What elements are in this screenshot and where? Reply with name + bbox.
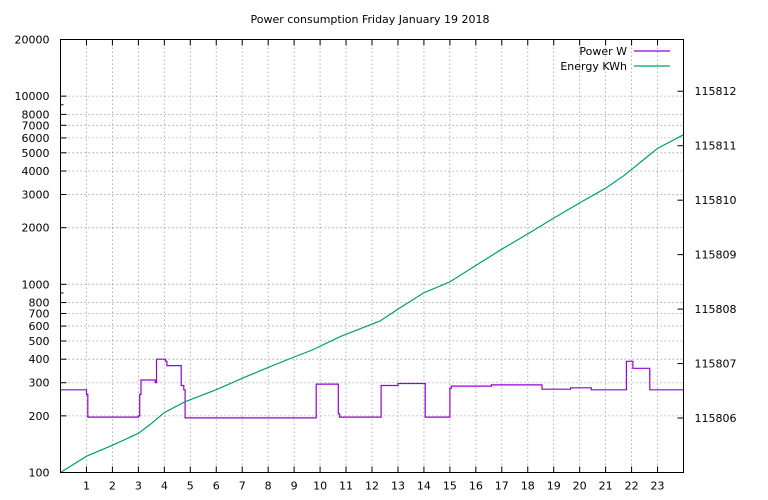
- y-tick-label: 300: [29, 377, 50, 390]
- x-tick-label: 23: [651, 480, 665, 493]
- chart-title: Power consumption Friday January 19 2018: [251, 13, 490, 26]
- y-tick-label: 3000: [22, 189, 50, 202]
- x-tick-label: 16: [469, 480, 483, 493]
- x-tick-label: 4: [161, 480, 168, 493]
- grid-lines: [60, 39, 684, 473]
- y-tick-label: 4000: [22, 165, 50, 178]
- x-tick-label: 18: [521, 480, 535, 493]
- y-tick-label: 5000: [22, 147, 50, 160]
- x-tick-label: 22: [625, 480, 639, 493]
- y-tick-label: 20000: [15, 34, 50, 47]
- legend-label-energy-kwh: Energy KWh: [560, 60, 627, 73]
- x-tick-label: 2: [109, 480, 116, 493]
- y-tick-label: 400: [29, 353, 50, 366]
- x-tick-label: 15: [443, 480, 457, 493]
- x-tick-label: 7: [239, 480, 246, 493]
- y-tick-label: 8000: [22, 108, 50, 121]
- y-tick-label: 800: [29, 297, 50, 310]
- y-tick-label: 500: [29, 335, 50, 348]
- x-tick-label: 1: [83, 480, 90, 493]
- y-tick-label: 100: [29, 467, 50, 480]
- y-tick-label: 10000: [15, 90, 50, 103]
- axis-ticks: [60, 39, 684, 473]
- x-tick-label: 11: [339, 480, 353, 493]
- x-tick-label: 12: [365, 480, 379, 493]
- legend-label-power-w: Power W: [579, 45, 627, 58]
- x-tick-label: 10: [313, 480, 327, 493]
- y-tick-label: 1000: [22, 278, 50, 291]
- y2-tick-label: 115812: [695, 85, 737, 98]
- y-tick-label: 6000: [22, 132, 50, 145]
- x-tick-label: 17: [495, 480, 509, 493]
- x-tick-label: 19: [547, 480, 561, 493]
- power-w-line: [60, 358, 684, 419]
- y-tick-label: 2000: [22, 222, 50, 235]
- x-tick-label: 21: [599, 480, 613, 493]
- x-tick-label: 6: [213, 480, 220, 493]
- series-lines: [60, 134, 684, 474]
- energy-kwh-line: [60, 134, 684, 474]
- x-tick-label: 5: [187, 480, 194, 493]
- legend: Power W Energy KWh: [560, 45, 670, 73]
- x-tick-label: 14: [417, 480, 431, 493]
- axis-labels: 1 2 3 4 5 6 7 8 9 10 11 12 13 14 15 16 17 18 19 20 21 22 23100…: [15, 34, 737, 493]
- x-tick-label: 9: [291, 480, 298, 493]
- y-tick-label: 7000: [22, 119, 50, 132]
- y2-tick-label: 115811: [695, 140, 737, 153]
- y2-tick-label: 115809: [695, 249, 737, 262]
- x-tick-label: 3: [135, 480, 142, 493]
- y2-tick-label: 115808: [695, 303, 737, 316]
- x-tick-label: 8: [265, 480, 272, 493]
- y2-tick-label: 115806: [695, 412, 737, 425]
- x-tick-label: 20: [573, 480, 587, 493]
- y2-tick-label: 115807: [695, 358, 737, 371]
- plot-frame: [60, 39, 684, 473]
- y2-tick-label: 115810: [695, 194, 737, 207]
- y-tick-label: 600: [29, 320, 50, 333]
- x-tick-label: 13: [391, 480, 405, 493]
- y-tick-label: 200: [29, 410, 50, 423]
- y-tick-label: 700: [29, 307, 50, 320]
